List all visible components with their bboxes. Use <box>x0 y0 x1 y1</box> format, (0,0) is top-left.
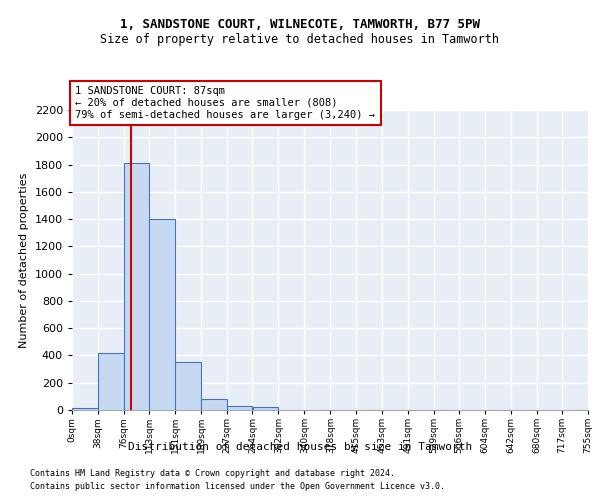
Text: 1 SANDSTONE COURT: 87sqm
← 20% of detached houses are smaller (808)
79% of semi-: 1 SANDSTONE COURT: 87sqm ← 20% of detach… <box>76 86 376 120</box>
Bar <box>72 408 98 410</box>
Text: Size of property relative to detached houses in Tamworth: Size of property relative to detached ho… <box>101 32 499 46</box>
Text: Distribution of detached houses by size in Tamworth: Distribution of detached houses by size … <box>128 442 472 452</box>
Bar <box>202 399 227 410</box>
Bar <box>227 406 252 410</box>
Bar <box>98 352 124 410</box>
Bar <box>124 163 149 410</box>
Text: Contains public sector information licensed under the Open Government Licence v3: Contains public sector information licen… <box>30 482 445 491</box>
Bar <box>253 408 278 410</box>
Y-axis label: Number of detached properties: Number of detached properties <box>19 172 29 348</box>
Text: 1, SANDSTONE COURT, WILNECOTE, TAMWORTH, B77 5PW: 1, SANDSTONE COURT, WILNECOTE, TAMWORTH,… <box>120 18 480 30</box>
Text: Contains HM Land Registry data © Crown copyright and database right 2024.: Contains HM Land Registry data © Crown c… <box>30 468 395 477</box>
Bar <box>149 219 175 410</box>
Bar <box>175 362 201 410</box>
